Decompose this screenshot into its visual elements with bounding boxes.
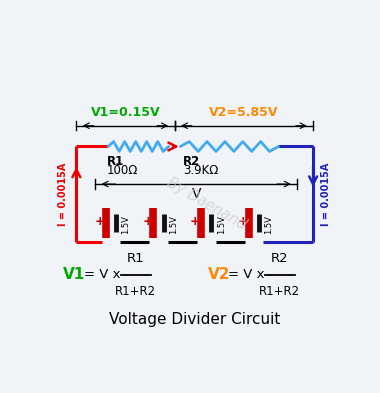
- Text: +: +: [95, 215, 105, 228]
- Text: V1: V1: [63, 268, 86, 283]
- Text: 1.5V: 1.5V: [264, 215, 273, 234]
- Text: = V x: = V x: [228, 268, 264, 281]
- Text: +: +: [142, 215, 153, 228]
- Text: 1.5V: 1.5V: [169, 215, 178, 234]
- Text: I = 0.0015A: I = 0.0015A: [321, 162, 331, 226]
- Text: R1+R2: R1+R2: [115, 285, 156, 298]
- Text: Voltage Divider Circuit: Voltage Divider Circuit: [109, 312, 280, 327]
- Text: +: +: [190, 215, 201, 228]
- Text: R1+R2: R1+R2: [260, 285, 301, 298]
- Text: 1.5V: 1.5V: [122, 215, 130, 234]
- Text: 100Ω: 100Ω: [107, 164, 138, 177]
- Text: R2: R2: [183, 154, 201, 167]
- Text: By Daenand: By Daenand: [164, 175, 249, 233]
- Text: R2: R2: [271, 252, 289, 265]
- Text: V: V: [192, 187, 201, 202]
- Text: 1.5V: 1.5V: [217, 215, 226, 234]
- Text: = V x: = V x: [84, 268, 120, 281]
- Text: R1: R1: [127, 252, 144, 265]
- FancyBboxPatch shape: [46, 52, 344, 345]
- Text: +: +: [238, 215, 248, 228]
- Text: 3.9KΩ: 3.9KΩ: [183, 164, 218, 177]
- Text: V2=5.85V: V2=5.85V: [209, 107, 279, 119]
- Text: R1: R1: [107, 154, 124, 167]
- Text: I = 0.0015A: I = 0.0015A: [59, 162, 68, 226]
- Text: V2: V2: [208, 268, 230, 283]
- Text: V1=0.15V: V1=0.15V: [91, 107, 160, 119]
